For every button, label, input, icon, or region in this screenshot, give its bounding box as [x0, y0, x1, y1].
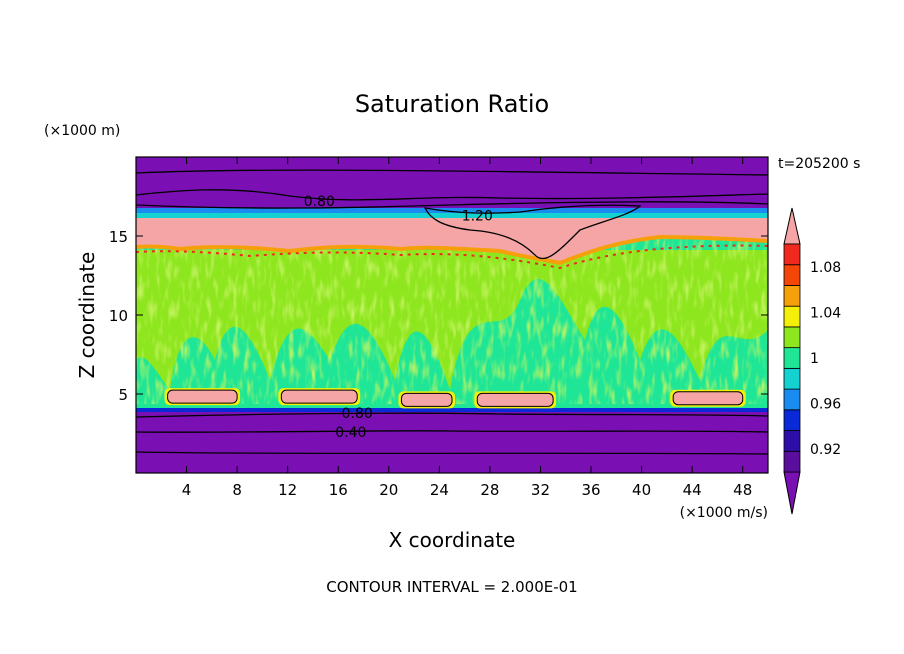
x-tick-label: 20	[379, 481, 398, 499]
x-tick-label: 24	[430, 481, 449, 499]
x-tick-label: 28	[480, 481, 499, 499]
colorbar-swatch	[783, 409, 801, 431]
cyan-band-top	[136, 213, 768, 218]
time-label: t=205200 s	[778, 156, 860, 172]
red-fringe	[136, 244, 768, 270]
y-tick-label: 15	[109, 228, 128, 246]
y-tick-label: 10	[109, 307, 128, 325]
colorbar-label: 1	[810, 351, 819, 367]
y-tick-label: 5	[118, 386, 128, 404]
cloud-texture	[136, 232, 768, 404]
supersaturated-cap	[136, 218, 768, 262]
colorbar-swatch	[783, 430, 801, 452]
cloud-base-patch	[672, 391, 744, 406]
colorbar: 0.92 0.96 1 1.04 1.08	[783, 207, 841, 515]
colorbar-swatch	[783, 305, 801, 328]
contour-bottom-a	[136, 412, 768, 418]
contour-label: 0.40	[335, 425, 366, 441]
blue-band-bottom	[136, 405, 768, 412]
colorbar-swatch	[783, 450, 801, 473]
colorbar-swatch	[783, 367, 801, 390]
cloud-base-patch	[167, 389, 238, 404]
x-tick-label: 12	[278, 481, 297, 499]
saturation-field: 0.80 1.20 0.80 0.40	[136, 157, 768, 473]
x-tick-label: 36	[581, 481, 600, 499]
colorbar-swatch	[783, 243, 801, 266]
lower-dry-layer	[136, 409, 768, 473]
contour-1-20	[423, 204, 642, 260]
colorbar-label: 1.04	[810, 305, 841, 321]
upper-dry-layer	[136, 157, 768, 213]
contour-bottom-c	[136, 451, 768, 455]
colorbar-swatch	[783, 326, 801, 349]
colorbar-over-triangle	[783, 207, 801, 245]
chart-title: Saturation Ratio	[355, 90, 549, 118]
x-tick-label: 8	[232, 481, 242, 499]
x-tick-label: 32	[531, 481, 550, 499]
colorbar-label: 1.08	[810, 260, 841, 276]
contour-bottom-b	[136, 430, 768, 433]
x-tick-label: 44	[683, 481, 702, 499]
cloud-base-patch	[280, 389, 358, 404]
x-tick-label: 40	[632, 481, 651, 499]
contour-label: 1.20	[462, 208, 493, 224]
x-axis-label: X coordinate	[389, 528, 516, 552]
colorbar-swatch	[783, 264, 801, 286]
contour-interval-footer: CONTOUR INTERVAL = 2.000E-01	[326, 578, 577, 596]
contour-top-c	[136, 201, 768, 209]
colorbar-swatch	[783, 347, 801, 369]
colorbar-under-triangle	[783, 471, 801, 515]
contour-label: 0.80	[342, 406, 373, 422]
orange-fringe	[136, 234, 768, 266]
cloud-base-patch	[400, 392, 453, 407]
y-unit-label: (×1000 m)	[44, 123, 120, 139]
cloud-base-patch	[476, 392, 554, 407]
colorbar-swatch	[783, 388, 801, 411]
x-unit-label: (×1000 m/s)	[680, 505, 768, 521]
y-axis-label: Z coordinate	[75, 252, 99, 379]
x-tick-label: 16	[329, 481, 348, 499]
x-tick-label: 4	[182, 481, 192, 499]
contour-lines	[136, 169, 768, 455]
cloud-base-patches	[164, 388, 746, 409]
x-tick-label: 48	[733, 481, 752, 499]
colorbar-swatch	[783, 285, 801, 307]
colorbar-label: 0.96	[810, 397, 841, 413]
contour-label: 0.80	[304, 194, 335, 210]
contour-top-a	[136, 169, 768, 176]
colorbar-label: 0.92	[810, 442, 841, 458]
contour-top-b	[136, 189, 768, 201]
